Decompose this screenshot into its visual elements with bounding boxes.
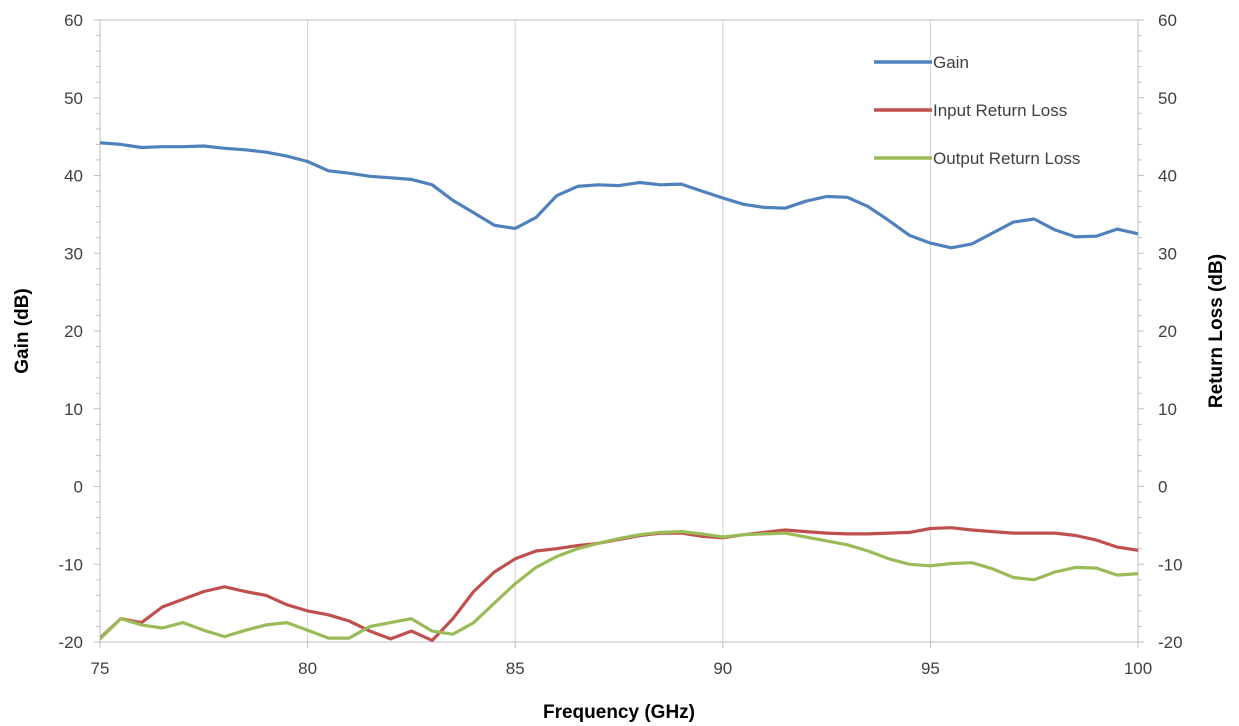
right-tick-label: 40	[1158, 167, 1177, 186]
x-axis-title: Frequency (GHz)	[543, 702, 695, 723]
right-y-axis: -20 -10 0 10 20 30 40 50 60	[1138, 11, 1183, 652]
vertical-gridlines	[307, 20, 932, 642]
right-tick-label: 30	[1158, 244, 1177, 263]
x-tick-label: 85	[506, 659, 525, 678]
right-tick-label: 0	[1158, 478, 1167, 497]
left-tick-label: 40	[64, 167, 83, 186]
left-tick-label: 10	[64, 400, 83, 419]
left-y-axis-title: Gain (dB)	[12, 288, 33, 374]
left-y-axis: -20 -10 0 10 20 30 40 50 60	[58, 11, 100, 652]
right-tick-label: 10	[1158, 400, 1177, 419]
left-tick-label: -10	[58, 555, 83, 574]
left-tick-label: 60	[64, 11, 83, 30]
x-tick-label: 80	[298, 659, 317, 678]
legend-label: Output Return Loss	[933, 149, 1080, 168]
left-tick-label: 20	[64, 322, 83, 341]
x-axis: 75 80 85 90 95 100	[91, 642, 1152, 678]
series-layer	[100, 141, 1138, 642]
legend: Gain Input Return Loss Output Return Loss	[874, 53, 1080, 168]
series-line-gain	[100, 141, 1138, 250]
x-tick-label: 100	[1124, 659, 1152, 678]
x-tick-label: 90	[713, 659, 732, 678]
x-tick-label: 75	[91, 659, 110, 678]
left-tick-label: 0	[74, 478, 83, 497]
left-tick-label: 50	[64, 89, 83, 108]
x-tick-label: 95	[921, 659, 940, 678]
series-line-output-return-loss	[100, 530, 1138, 641]
left-tick-label: -20	[58, 633, 83, 652]
right-tick-label: 50	[1158, 89, 1177, 108]
right-tick-label: -20	[1158, 633, 1183, 652]
legend-label: Input Return Loss	[933, 101, 1067, 120]
right-tick-label: -10	[1158, 555, 1183, 574]
series-line-input-return-loss	[100, 526, 1138, 642]
right-tick-label: 20	[1158, 322, 1177, 341]
right-y-axis-title: Return Loss (dB)	[1206, 254, 1227, 408]
legend-label: Gain	[933, 53, 969, 72]
right-tick-label: 60	[1158, 11, 1177, 30]
left-tick-label: 30	[64, 244, 83, 263]
